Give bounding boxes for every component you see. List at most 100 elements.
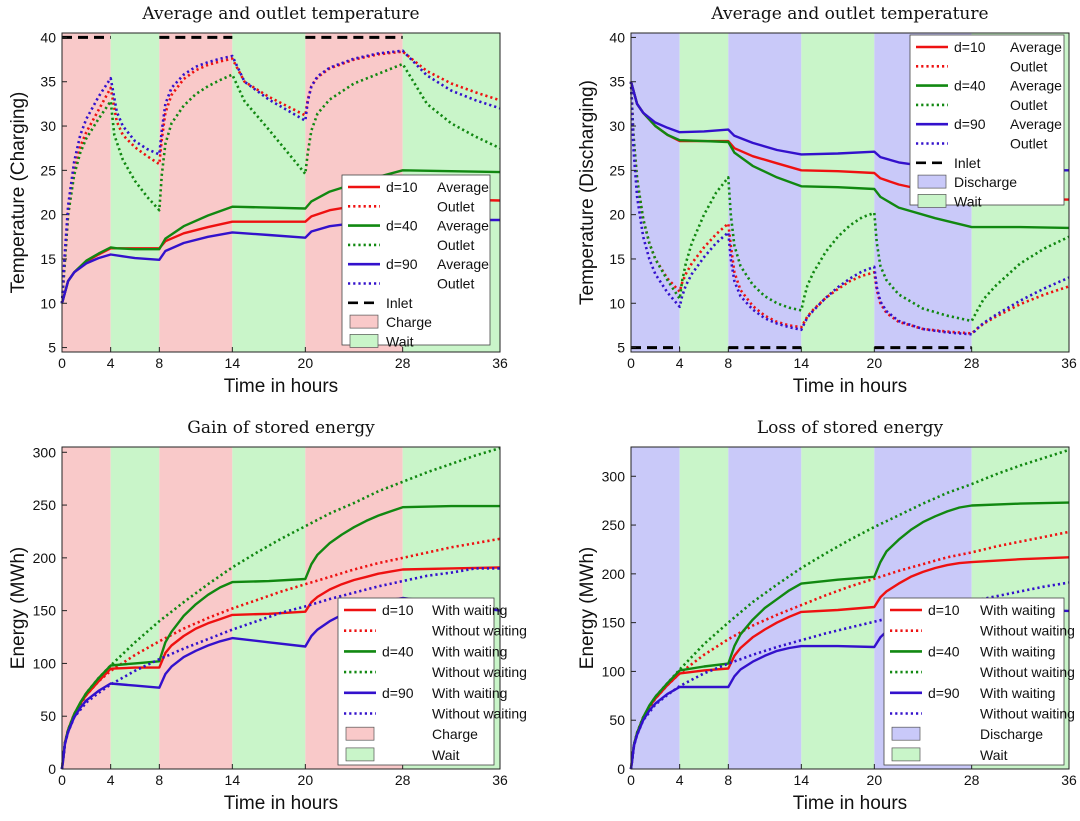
p1-legend-suffix: Average (437, 179, 489, 195)
p1-legend-suffix: Average (437, 256, 489, 272)
p3-panel: 0 4 8 14 20 28 36 0 50 100 150 200 250 300 Gain of sto… (8, 418, 527, 814)
p2-series-prev-outlet-1 (629, 81, 1070, 335)
p4-xtick-label: 28 (964, 772, 980, 788)
p4-xtick-label: 14 (794, 772, 810, 788)
p2-legend-label: Wait (954, 193, 982, 209)
p3-ytick-label: 50 (40, 708, 56, 724)
p4-ylabel: Energy (MWh) (577, 547, 598, 669)
p1-legend-label: d=90 (386, 256, 418, 272)
p1-ytick-label: 5 (48, 340, 56, 356)
p1-title: Average and outlet temperature (141, 4, 419, 24)
p3-xtick-label: 8 (155, 772, 163, 788)
p4-xtick-label: 4 (676, 772, 684, 788)
p2-legend-label: Inlet (954, 155, 981, 171)
p2-legend-suffix: Outlet (1010, 136, 1047, 152)
p4-legend-suffix: With waiting (980, 685, 1055, 701)
p3-xlabel: Time in hours (224, 793, 338, 814)
p1-panel: 0 4 8 14 20 28 36 5 10 15 20 25 30 35 40 Average and ou… (8, 4, 508, 397)
p2-legend-suffix: Average (1010, 116, 1062, 132)
p4-panel: 0 4 8 14 20 28 36 0 50 100 150 200 250 300 Loss of sto… (577, 418, 1077, 814)
p2-series-d-40-average-2 (629, 81, 1070, 230)
p3-legend-label: d=40 (382, 643, 414, 659)
p1-ytick-label: 15 (40, 251, 56, 267)
p4-legend-suffix: Wait (980, 747, 1008, 763)
p4-ytick-label: 200 (602, 566, 626, 582)
p4-legend-suffix: Without waiting (980, 664, 1075, 680)
p4-xtick-label: 0 (627, 772, 635, 788)
p2-legend-swatch-8 (917, 194, 947, 208)
p3-legend-label: d=90 (382, 685, 414, 701)
p3-series-prev-without-waiting-3 (60, 446, 501, 770)
p1-legend-label: Inlet (386, 295, 413, 311)
p3-legend-suffix: Wait (432, 747, 460, 763)
p2-xtick-label: 8 (724, 355, 732, 371)
p1-legend-suffix: Outlet (437, 198, 474, 214)
p3-legend-suffix: Without waiting (432, 664, 527, 680)
p3-ytick-label: 0 (48, 761, 56, 777)
p4-band-discharge-0 (631, 447, 680, 769)
p3-legend-suffix: With waiting (432, 685, 507, 701)
p3-ytick-label: 100 (33, 655, 57, 671)
p3-band-wait-3 (232, 447, 306, 769)
p2-ytick-label: 20 (609, 207, 625, 223)
p3-series-prev-without-waiting-5 (60, 567, 500, 770)
p3-legend-swatch-6 (345, 726, 375, 741)
p3-ytick-label: 250 (33, 497, 57, 513)
p1-ytick-label: 40 (40, 29, 56, 45)
p2-xtick-label: 36 (1061, 355, 1077, 371)
p1-xtick-label: 14 (225, 355, 241, 371)
p3-legend-suffix: Charge (432, 726, 478, 742)
p3-legend-suffix: Without waiting (432, 623, 527, 639)
p3-xtick-label: 4 (107, 772, 115, 788)
p4-legend: d=10 With waiting Without waiting d=40 With … (883, 597, 1075, 766)
p2-axes-frame (630, 32, 1070, 353)
p4-series-prev-without-waiting-5 (629, 581, 1070, 770)
p1-legend: d=10 Average Outlet d=40 Average Outlet d=90 Av… (341, 174, 491, 349)
p2-series-prev-outlet-5 (629, 81, 1070, 336)
p3-axes-frame (61, 446, 501, 770)
p2-ytick-label: 30 (609, 118, 625, 134)
p1-ylabel: Temperature (Charging) (8, 92, 29, 294)
p1-series-prev-outlet-5 (60, 49, 501, 304)
p2-ytick-label: 10 (609, 295, 625, 311)
p2-panel: 0 4 8 14 20 28 36 5 10 15 20 25 30 35 40 Average and ou… (577, 4, 1077, 397)
p4-title: Loss of stored energy (757, 418, 944, 438)
p2-ytick-label: 40 (609, 29, 625, 45)
p3-xtick-label: 36 (492, 772, 508, 788)
p3-legend-swatch-7 (345, 747, 375, 762)
p4-legend-suffix: Without waiting (980, 623, 1075, 639)
p1-axes-frame (61, 32, 501, 353)
p2-ylabel: Temperature (Discharging) (577, 80, 598, 305)
p2-xtick-label: 20 (867, 355, 883, 371)
p3-series-prev-without-waiting-1 (60, 537, 501, 770)
p3-legend-label: d=10 (382, 602, 414, 618)
p4-legend-label: d=90 (928, 685, 960, 701)
p3-xtick-label: 20 (298, 772, 314, 788)
p1-ytick-label: 10 (40, 295, 56, 311)
p4-legend-suffix: With waiting (980, 643, 1055, 659)
p2-legend-suffix: Average (1010, 39, 1062, 55)
p1-xtick-label: 4 (107, 355, 115, 371)
p1-legend-label: d=10 (386, 179, 418, 195)
p1-ytick-label: 35 (40, 74, 56, 90)
p4-legend-suffix: Without waiting (980, 706, 1075, 722)
p4-ytick-label: 250 (602, 517, 626, 533)
p4-ytick-label: 100 (602, 663, 626, 679)
p1-xlabel: Time in hours (224, 376, 338, 397)
p4-legend-label: d=10 (928, 602, 960, 618)
p3-xtick-label: 14 (225, 772, 241, 788)
p2-legend-label: d=40 (954, 78, 986, 94)
p1-ytick-label: 25 (40, 162, 56, 178)
p4-xlabel: Time in hours (793, 793, 907, 814)
p1-xtick-label: 0 (58, 355, 66, 371)
p2-xtick-label: 14 (794, 355, 810, 371)
p3-band-charge-0 (62, 447, 111, 769)
p4-ytick-label: 150 (602, 615, 626, 631)
p3-legend-suffix: Without waiting (432, 706, 527, 722)
p1-legend-swatch-8 (349, 334, 379, 348)
p2-ytick-label: 5 (617, 340, 625, 356)
p1-ytick-label: 30 (40, 118, 56, 134)
p1-legend-suffix: Outlet (437, 276, 474, 292)
p1-xtick-label: 28 (395, 355, 411, 371)
